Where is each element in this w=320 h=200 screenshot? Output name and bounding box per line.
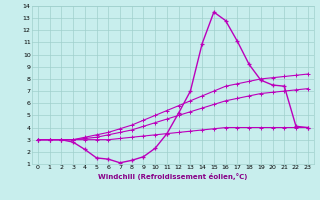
X-axis label: Windchill (Refroidissement éolien,°C): Windchill (Refroidissement éolien,°C) [98, 173, 247, 180]
